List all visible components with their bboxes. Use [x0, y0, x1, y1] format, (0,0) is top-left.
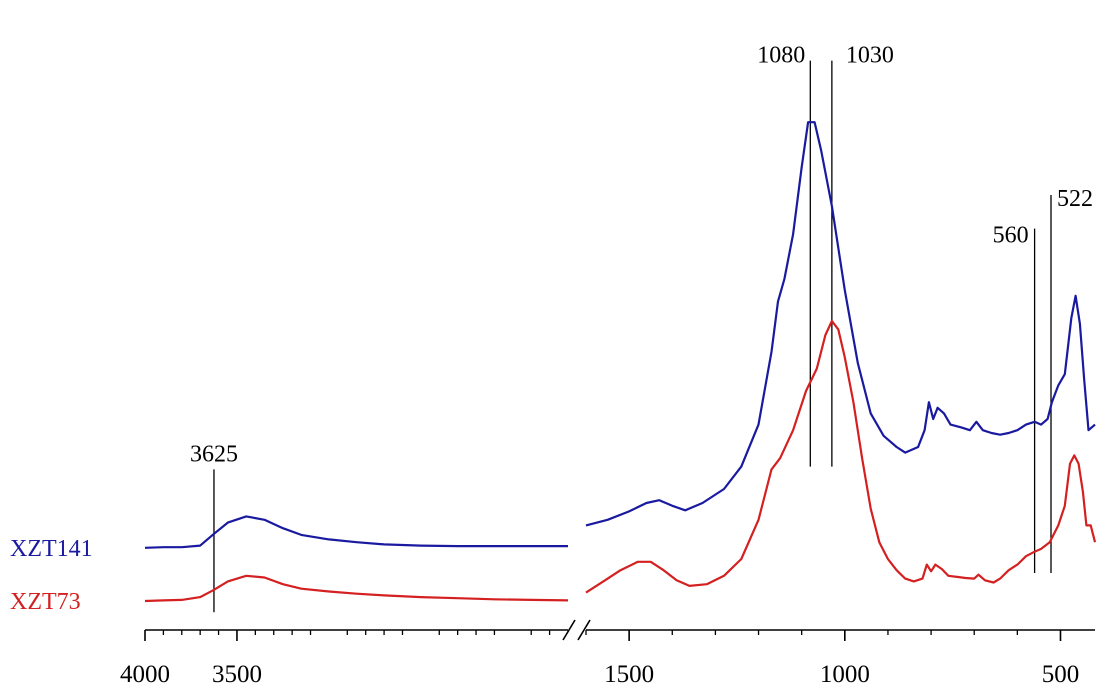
x-tick-label-3500: 3500 [212, 661, 262, 688]
series-label-XZT141: XZT141 [10, 536, 93, 562]
series-group [144, 121, 1097, 603]
annotation-lines-group: 3625 1080 1030 560 522 [190, 43, 1093, 613]
series-line-XZT73-low [585, 319, 1097, 594]
x-tick-label-500: 500 [1042, 661, 1080, 688]
x-axis: 4000 3500 1500 1000 500 [120, 619, 1095, 688]
annotation-label-522: 522 [1057, 186, 1093, 212]
series-labels-group: XZT141 XZT73 [10, 536, 93, 615]
x-tick-label-4000: 4000 [120, 661, 170, 688]
annotation-label-1080: 1080 [757, 43, 805, 69]
annotation-label-560: 560 [993, 223, 1029, 249]
series-line-XZT141-low [585, 121, 1096, 527]
series-line-XZT73-high [144, 574, 569, 603]
axis-break-mark-left [562, 619, 576, 641]
annotation-label-3625: 3625 [190, 441, 238, 467]
x-tick-label-1000: 1000 [820, 661, 870, 688]
x-tick-label-1500: 1500 [604, 661, 654, 688]
axis-break-mark-right [577, 619, 591, 641]
annotation-label-1030: 1030 [846, 43, 894, 69]
series-line-XZT141-high [144, 515, 568, 549]
series-label-XZT73: XZT73 [10, 589, 81, 615]
